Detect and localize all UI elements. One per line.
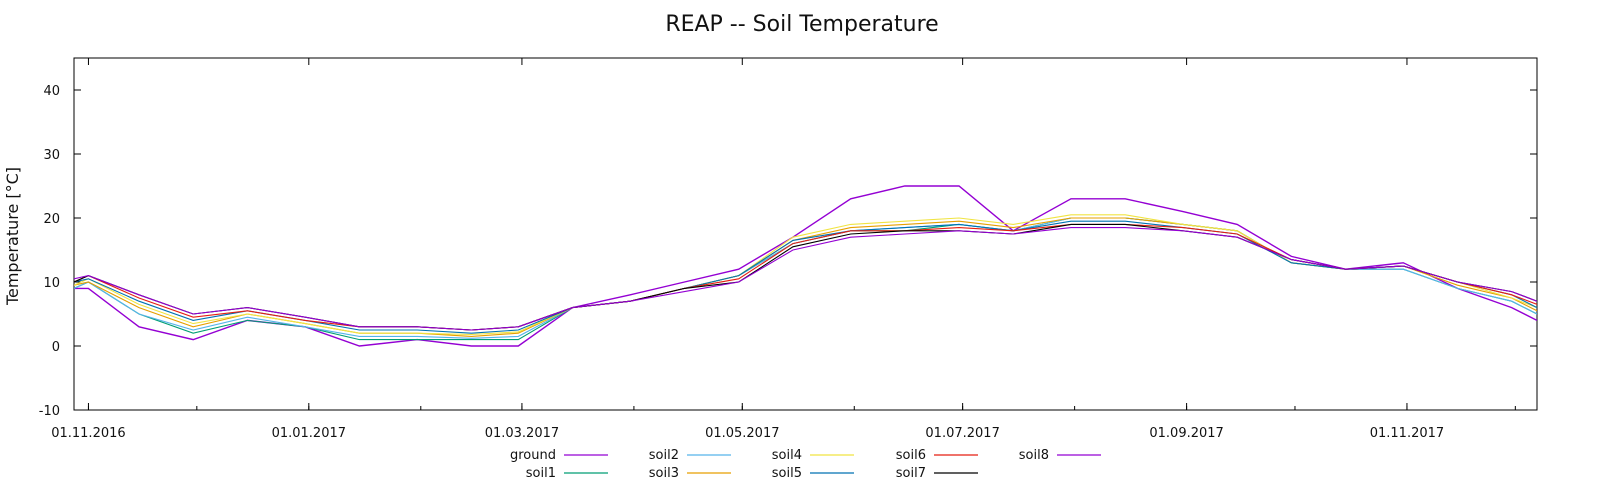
legend-label-soil5: soil5 bbox=[772, 466, 802, 481]
legend-label-soil8: soil8 bbox=[1019, 448, 1049, 463]
y-tick-label: 30 bbox=[43, 148, 60, 163]
legend-label-soil1: soil1 bbox=[526, 466, 556, 481]
legend-label-ground: ground bbox=[510, 448, 556, 463]
y-tick-label: 0 bbox=[52, 340, 60, 355]
series-line-soil8 bbox=[74, 227, 1537, 331]
x-tick-label: 01.07.2017 bbox=[925, 426, 999, 441]
x-tick-label: 01.09.2017 bbox=[1149, 426, 1223, 441]
series-line-soil2 bbox=[74, 217, 1537, 339]
x-tick-label: 01.11.2017 bbox=[1370, 426, 1444, 441]
legend-label-soil6: soil6 bbox=[896, 448, 926, 463]
legend-label-soil2: soil2 bbox=[649, 448, 679, 463]
chart-title: REAP -- Soil Temperature bbox=[665, 12, 938, 37]
x-tick-label: 01.11.2016 bbox=[51, 426, 125, 441]
x-tick-label: 01.03.2017 bbox=[485, 426, 559, 441]
x-tick-label: 01.01.2017 bbox=[272, 426, 346, 441]
y-tick-label: 20 bbox=[43, 212, 60, 227]
y-tick-label: 40 bbox=[43, 84, 60, 99]
x-tick-label: 01.05.2017 bbox=[705, 426, 779, 441]
series-line-soil4 bbox=[74, 214, 1537, 336]
legend-label-soil7: soil7 bbox=[896, 466, 926, 481]
plot-frame bbox=[73, 57, 1538, 411]
y-tick-label: 10 bbox=[43, 276, 60, 291]
series-line-soil6 bbox=[74, 223, 1537, 331]
legend-label-soil3: soil3 bbox=[649, 466, 679, 481]
y-tick-label: -10 bbox=[39, 404, 60, 419]
series-line-soil7 bbox=[74, 223, 1537, 331]
y-axis-label: Temperature [°C] bbox=[3, 167, 22, 306]
legend-label-soil4: soil4 bbox=[772, 448, 802, 463]
series-line-soil5 bbox=[74, 220, 1537, 334]
